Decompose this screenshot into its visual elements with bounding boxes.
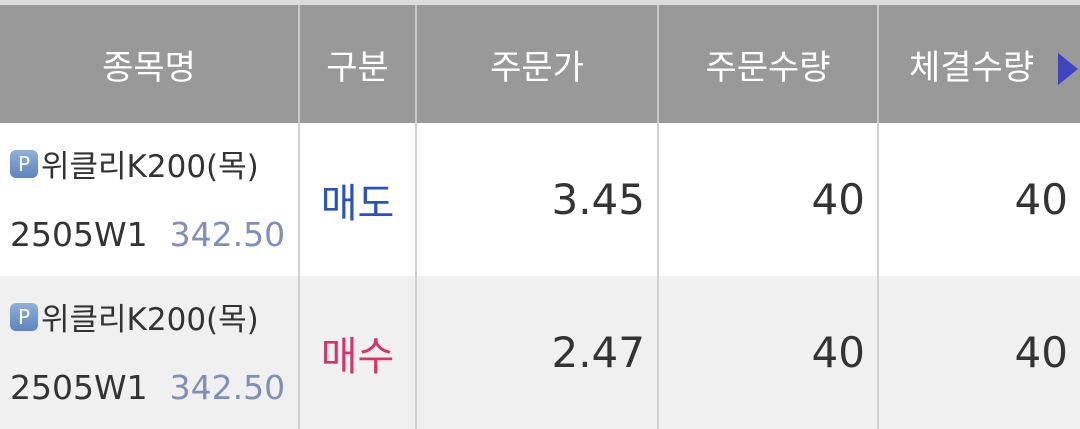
underlying-price: 342.50 xyxy=(169,368,286,407)
instrument-code: 2505W1 xyxy=(10,215,148,254)
header-order-price: 주문가 xyxy=(417,5,659,123)
header-filled-qty: 체결수량 xyxy=(879,5,1080,123)
top-divider xyxy=(0,0,1080,5)
filled-qty: 40 xyxy=(1014,328,1068,377)
p-badge-icon: P xyxy=(10,302,38,331)
order-price: 2.47 xyxy=(417,276,659,429)
order-price: 3.45 xyxy=(417,123,659,276)
underlying-price: 342.50 xyxy=(169,215,286,254)
header-filled-qty-label: 체결수량 xyxy=(909,47,1035,88)
order-qty: 40 xyxy=(659,123,879,276)
instrument-code: 2505W1 xyxy=(10,368,148,407)
side-cell: 매도 xyxy=(300,123,417,276)
scroll-right-arrow-icon[interactable] xyxy=(1058,53,1078,85)
instrument-name: 위클리K200(목) xyxy=(41,302,259,338)
p-badge-icon: P xyxy=(10,149,38,178)
header-side: 구분 xyxy=(300,5,417,123)
name-cell: P 위클리K200(목) 2505W1 342.50 xyxy=(0,123,300,276)
filled-qty: 40 xyxy=(1014,175,1068,224)
header-order-qty: 주문수량 xyxy=(659,5,879,123)
order-qty: 40 xyxy=(659,276,879,429)
table-row[interactable]: P 위클리K200(목) 2505W1 342.50 매수 2.47 40 40 xyxy=(0,276,1080,429)
instrument-name: 위클리K200(목) xyxy=(41,149,259,185)
table-row[interactable]: P 위클리K200(목) 2505W1 342.50 매도 3.45 40 40 xyxy=(0,123,1080,276)
header-name: 종목명 xyxy=(0,5,300,123)
name-cell: P 위클리K200(목) 2505W1 342.50 xyxy=(0,276,300,429)
side-cell: 매수 xyxy=(300,276,417,429)
